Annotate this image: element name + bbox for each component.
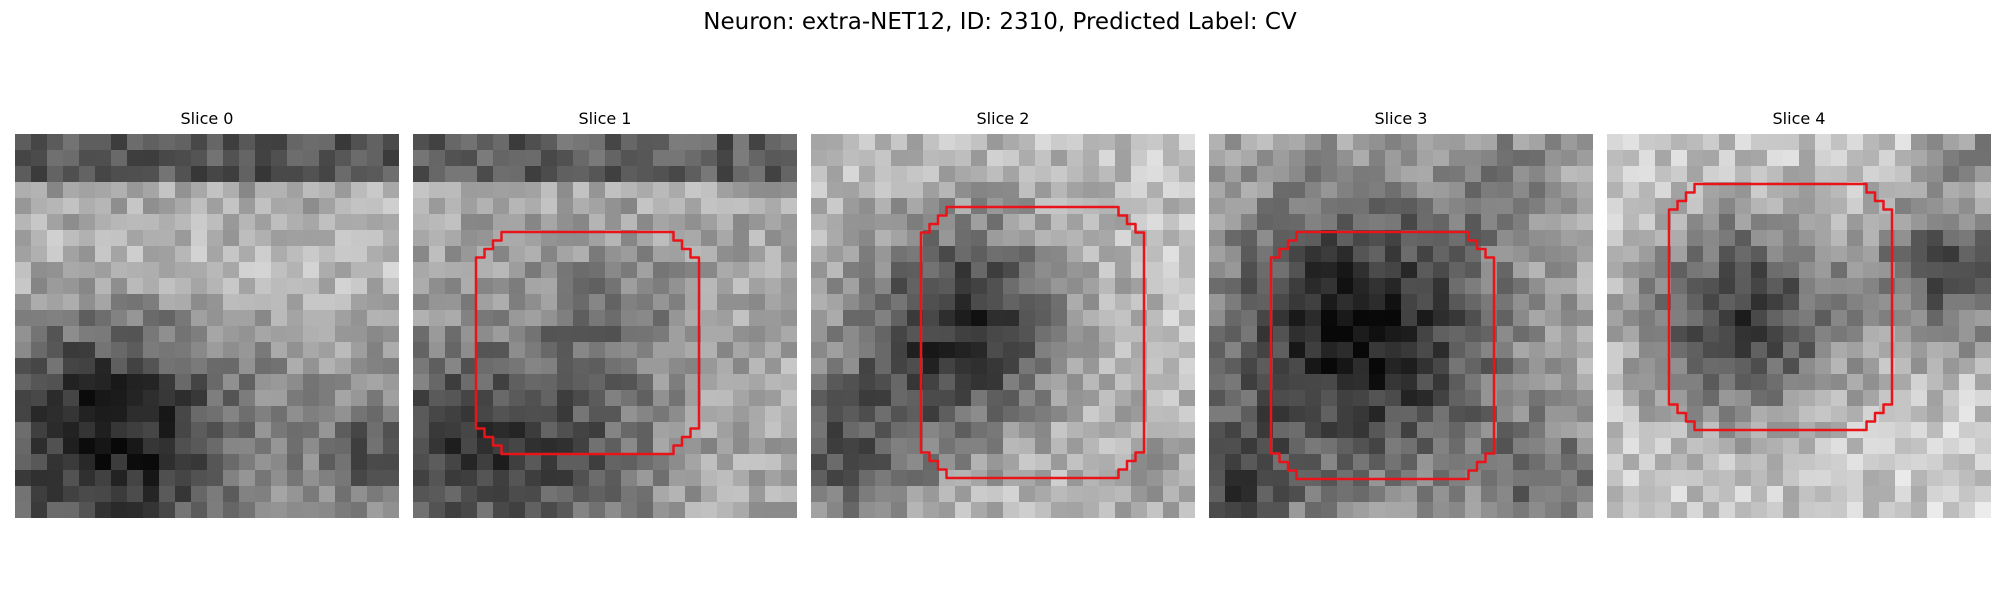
slice-title: Slice 3 xyxy=(1374,109,1428,128)
slice-panel-4: Slice 4 xyxy=(1607,108,1991,526)
slice-image xyxy=(413,134,797,518)
slice-image xyxy=(1209,134,1593,518)
slice-title: Slice 0 xyxy=(180,109,234,128)
pixel-grid xyxy=(15,134,399,518)
slice-panel-3: Slice 3 xyxy=(1209,108,1593,526)
segmentation-contour xyxy=(1667,182,1894,432)
segmentation-contour xyxy=(919,205,1146,480)
slice-title: Slice 4 xyxy=(1772,109,1826,128)
pixel-grid xyxy=(413,134,797,518)
slice-title: Slice 2 xyxy=(976,109,1030,128)
segmentation-contour xyxy=(1269,230,1496,481)
slice-image xyxy=(1607,134,1991,518)
figure-title: Neuron: extra-NET12, ID: 2310, Predicted… xyxy=(703,9,1297,35)
slice-title: Slice 1 xyxy=(578,109,632,128)
slice-panel-1: Slice 1 xyxy=(413,108,797,526)
pixel-grid xyxy=(1209,134,1593,518)
pixel-grid xyxy=(1607,134,1991,518)
slice-image xyxy=(811,134,1195,518)
segmentation-contour xyxy=(474,230,701,456)
slice-panel-2: Slice 2 xyxy=(811,108,1195,526)
slice-image xyxy=(15,134,399,518)
pixel-grid xyxy=(811,134,1195,518)
slice-panel-0: Slice 0 xyxy=(15,108,399,526)
